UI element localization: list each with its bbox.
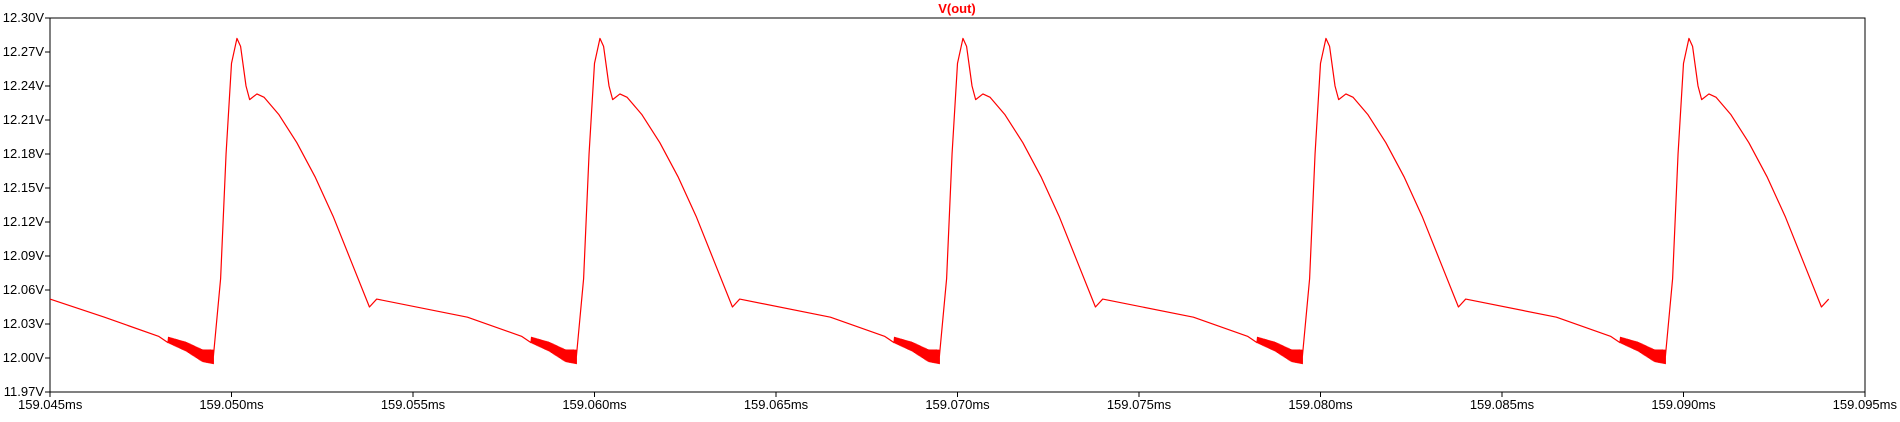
x-tick-label: 159.055ms (381, 397, 446, 412)
x-axis: 159.045ms 159.050ms 159.055ms 159.060ms 159.… (18, 392, 1897, 412)
x-tick-label: 159.075ms (1107, 397, 1172, 412)
y-axis: 12.30V 12.27V 12.24V 12.21V 12.18V 12.15V 12.1… (3, 10, 50, 399)
x-tick-label: 159.085ms (1470, 397, 1535, 412)
y-tick-label: 12.09V (3, 248, 45, 263)
series-line-vout (49, 37, 1830, 365)
y-tick-label: 12.15V (3, 180, 45, 195)
y-tick-label: 12.18V (3, 146, 45, 161)
x-tick-label: 159.045ms (18, 397, 83, 412)
y-tick-label: 12.27V (3, 44, 45, 59)
x-tick-label: 159.095ms (1833, 397, 1898, 412)
x-tick-label: 159.060ms (562, 397, 627, 412)
y-tick-label: 11.97V (4, 384, 45, 399)
chart-title: V(out) (938, 1, 976, 16)
y-tick-label: 12.03V (3, 316, 45, 331)
y-tick-label: 12.24V (3, 78, 45, 93)
y-tick-label: 12.12V (3, 214, 45, 229)
x-tick-label: 159.070ms (925, 397, 990, 412)
y-tick-label: 12.06V (3, 282, 45, 297)
x-tick-label: 159.080ms (1288, 397, 1353, 412)
y-tick-label: 12.30V (3, 10, 45, 25)
plot-frame (49, 17, 1866, 393)
x-tick-label: 159.050ms (199, 397, 264, 412)
x-tick-label: 159.090ms (1651, 397, 1716, 412)
y-tick-label: 12.00V (3, 350, 45, 365)
y-tick-label: 12.21V (3, 112, 45, 127)
x-tick-label: 159.065ms (744, 397, 809, 412)
